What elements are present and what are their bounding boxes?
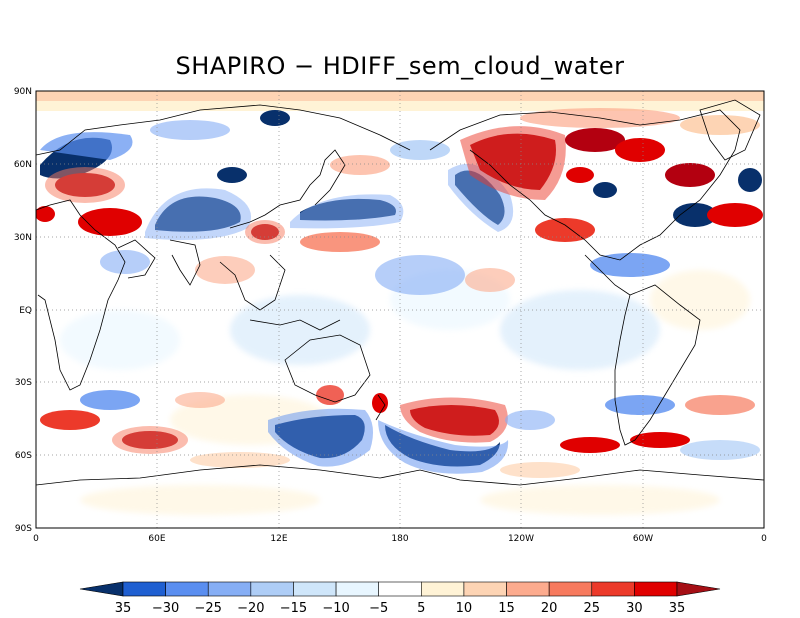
lat-tick-label: 30N [14,233,32,243]
lat-tick-label: 30S [15,378,32,388]
colorbar-label: 10 [456,601,473,616]
colorbar-swatch [165,581,209,597]
lat-tick-label: 90S [15,524,32,534]
colorbar-label: −20 [237,601,264,616]
colorbar-label: 15 [498,601,515,616]
colorbar-swatch [634,581,678,597]
lon-tick-label: 0 [33,534,39,544]
colorbar: 35 −30 −25 −20 −15 −10 −5 5 10 15 20 25 30 35 [79,581,721,616]
lon-tick-label: 60E [148,534,165,544]
colorbar-swatch [548,581,593,597]
colorbar-label: −25 [195,601,222,616]
colorbar-swatch [463,581,507,597]
northern-features [36,108,763,295]
map-frame [35,90,765,529]
colorbar-label: −15 [280,601,307,616]
lon-tick-label: 60W [633,534,653,544]
map-title: SHAPIRO − HDIFF_sem_cloud_water [175,52,625,80]
colorbar-swatch [421,581,465,597]
colorbar-swatch [293,581,337,597]
data-field [36,91,764,528]
colorbar-label: 25 [583,601,600,616]
colorbar-swatch [207,581,252,597]
colorbar-label: −5 [369,601,388,616]
colorbar-label: 35 [669,601,686,616]
colorbar-label: 5 [417,601,425,616]
colorbar-swatch [591,581,635,597]
lon-tick-label: 180 [391,534,408,544]
colorbar-swatch [122,581,166,597]
colorbar-label: 20 [541,601,558,616]
colorbar-label: −30 [152,601,179,616]
longitude-axis: 0 60E 12E 180 120W 60W 0 [33,534,767,544]
gridlines [36,91,764,528]
lon-tick-label: 120W [508,534,534,544]
lat-tick-label: EQ [19,306,32,316]
colorbar-arrow-high [676,581,721,597]
colorbar-label: 35 [115,601,132,616]
colorbar-swatch [378,581,422,597]
colorbar-swatch [335,581,379,597]
lat-tick-label: 90N [14,87,32,97]
latitude-axis: 90N 60N 30N EQ 30S 60S 90S [14,87,32,534]
coastlines [36,99,764,486]
colorbar-label: −10 [322,601,349,616]
colorbar-swatch [506,581,550,597]
lat-tick-label: 60N [14,160,32,170]
colorbar-label: 30 [626,601,643,616]
lat-tick-label: 60S [15,451,32,461]
colorbar-swatch [250,581,294,597]
lon-tick-label: 0 [761,534,767,544]
lon-tick-label: 12E [270,534,287,544]
colorbar-arrow-low [79,581,124,597]
